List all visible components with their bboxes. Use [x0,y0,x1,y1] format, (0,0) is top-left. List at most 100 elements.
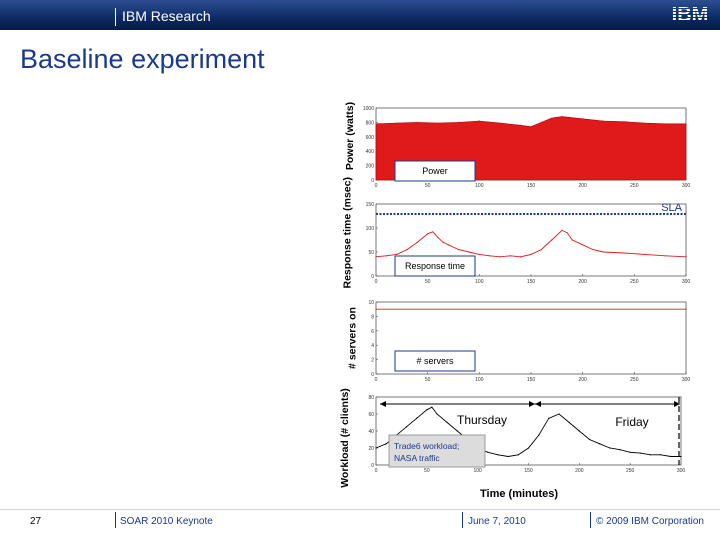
data-point [568,421,570,424]
header-bar: IBM Research IBM [0,0,720,30]
legend-box [394,350,476,372]
y-tick-label: 6 [371,329,374,335]
data-point [432,231,434,233]
ibm-logo-text: IBM [672,4,709,25]
x-tick-label: 100 [475,183,484,189]
data-point [530,253,532,255]
xlabel-time: Time (minutes) [480,488,559,500]
data-point [437,237,439,239]
org-name: IBM Research [122,8,211,24]
data-point [592,249,594,251]
data-point [619,449,621,451]
data-point [517,454,519,456]
header-divider [115,8,116,26]
workload-legend-line1: Trade6 workload; [394,441,459,451]
y-tick-label: 0 [371,463,374,469]
data-point [499,122,501,124]
slide-title: Baseline experiment [20,44,265,74]
data-point [530,126,532,128]
data-point [578,430,580,432]
data-point [644,253,646,255]
data-point [685,123,687,125]
data-point [520,124,522,126]
data-point [551,117,553,119]
x-tick-label: 150 [527,183,536,189]
x-tick-label: 200 [575,468,584,474]
y-tick-label: 50 [368,250,374,256]
x-tick-label: 300 [682,183,691,189]
data-point [416,121,418,123]
data-point [527,447,530,449]
footer-separator [115,512,116,528]
y-tick-label: 4 [371,343,374,349]
data-point [385,443,387,445]
data-point [680,455,682,458]
x-tick-label: 250 [630,183,639,189]
y-tick-label: 0 [371,178,374,184]
x-tick-label: 250 [626,468,635,474]
data-point [431,406,433,408]
y-tick-label: 400 [366,149,375,155]
data-point [685,308,687,310]
x-tick-label: 150 [527,377,536,383]
x-tick-label: 0 [375,468,378,474]
deck-name: SOAR 2010 Keynote [120,516,213,527]
y-tick-label: 0 [371,274,374,280]
data-point [406,249,408,251]
y-tick-label: 60 [368,412,374,418]
data-point [497,454,499,456]
data-point [602,120,604,122]
data-point [644,122,646,124]
data-point [437,122,439,124]
data-point [561,116,563,118]
x-tick-label: 300 [677,468,686,474]
deck-date: June 7, 2010 [468,516,526,527]
y-tick-label: 1000 [363,106,374,112]
data-point [458,249,460,251]
x-tick-label: 50 [425,377,431,383]
legend-label: Power [422,166,448,176]
footer-separator [462,512,463,528]
data-point [375,447,377,449]
y-tick-label: 80 [368,395,374,401]
data-point [582,118,584,120]
data-point [588,438,591,441]
x-tick-label: 50 [425,279,431,285]
y-tick-label: 40 [368,429,374,435]
x-tick-label: 200 [578,279,587,285]
y-tick-label: 8 [371,314,374,320]
series-line [375,229,687,258]
data-point [582,244,584,246]
data-point [426,409,428,411]
data-point [468,251,470,253]
x-tick-label: 50 [425,183,431,189]
friday-label: Friday [615,415,648,429]
copyright: © 2009 IBM Corporation [596,516,704,527]
data-point [396,253,398,255]
data-point [599,443,601,445]
y-tick-label: 100 [366,226,375,232]
y-tick-label: 10 [368,300,374,306]
footer-separator [590,512,591,528]
data-point [520,256,522,258]
data-point [609,447,611,449]
data-point [458,121,460,123]
data-point [416,241,418,243]
workload-legend-line2: NASA traffic [394,453,440,463]
data-point [375,256,377,258]
y-tick-label: 0 [371,372,374,378]
x-tick-label: 100 [475,279,484,285]
data-point [566,232,568,234]
data-point [478,253,480,255]
legend-box [394,255,476,277]
data-point [507,455,509,458]
data-point [375,123,377,125]
data-point [375,308,377,310]
data-point [558,413,560,415]
data-point [487,451,489,453]
y-tick-label: 200 [366,164,375,170]
data-point [538,434,540,436]
series-line [375,406,681,457]
data-point [664,123,666,125]
